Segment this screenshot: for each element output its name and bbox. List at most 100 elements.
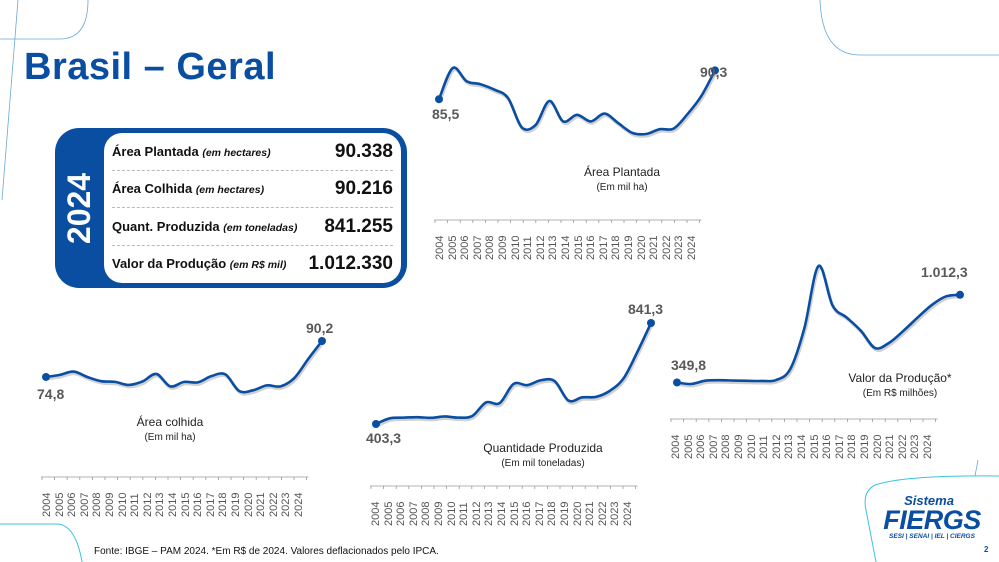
summary-card: 2024 Área Plantada (em hectares) 90.338 …: [55, 128, 407, 288]
x-tick-label: 2007: [708, 425, 721, 465]
x-axis-line: [41, 476, 309, 480]
end-value-label: 90,3: [700, 64, 728, 80]
chart-subtitle: (Em mil toneladas): [501, 458, 585, 469]
chart-subtitle: (Em mil ha): [144, 432, 196, 443]
series-line: [675, 264, 962, 386]
start-value-label: 85,5: [432, 106, 460, 122]
x-axis-line: [670, 418, 938, 422]
logo-line3: SESI | SENAI | IEL | CIERGS: [889, 533, 975, 540]
chart-title: Área colhida: [136, 415, 204, 429]
start-value-label: 403,3: [366, 430, 402, 446]
end-point: [711, 66, 719, 75]
end-value-label: 1.012,3: [921, 264, 968, 280]
x-tick-label: 2005: [683, 425, 696, 465]
x-tick-text: 2013: [783, 434, 796, 459]
x-tick-label: 2024: [922, 425, 935, 465]
x-tick-text: 2004: [670, 434, 682, 459]
x-tick-label: 2016: [821, 425, 834, 465]
end-point: [318, 337, 326, 345]
summary-row-quant-produzida: Quant. Produzida (em toneladas) 841.255: [112, 208, 393, 246]
x-tick-label: 2008: [720, 425, 733, 465]
x-axis-ticks: 2004 2005 2006 2007 2008 2009 2010 2011 2012 2013…: [670, 425, 934, 465]
row-unit: (em R$ mil): [229, 259, 287, 271]
start-point: [42, 372, 50, 381]
x-tick-label: 2017: [834, 425, 847, 465]
x-tick-label: 2010: [746, 425, 759, 465]
series-line: [44, 339, 324, 394]
end-point: [956, 290, 964, 299]
summary-row-area-plantada: Área Plantada (em hectares) 90.338: [112, 133, 393, 171]
x-tick-text: 2019: [858, 434, 871, 459]
x-axis-line: [370, 485, 638, 489]
x-tick-text: 2011: [758, 435, 771, 459]
series-line-shadow: [46, 342, 325, 396]
row-value: 90.216: [334, 177, 393, 199]
end-point: [647, 319, 655, 327]
x-tick-label: 2014: [796, 425, 809, 465]
summary-row-valor-producao: Valor da Produção (em R$ mil) 1.012.330: [112, 245, 393, 282]
x-tick-label: 2023: [909, 425, 922, 465]
x-tick-text: 2010: [745, 434, 758, 459]
x-tick-label: 2018: [846, 425, 859, 465]
end-value-label: 841,3: [628, 301, 664, 317]
series-line-shadow: [376, 324, 654, 428]
x-tick-text: 2015: [808, 434, 821, 459]
row-value: 90.338: [334, 140, 393, 162]
x-tick-label: 2015: [809, 425, 822, 465]
chart-caption: Área Plantada (Em mil ha): [560, 165, 684, 193]
chart-caption: Área colhida (Em mil ha): [110, 415, 230, 443]
row-label: Área Plantada: [112, 144, 199, 159]
x-tick-text: 2014: [795, 434, 808, 459]
x-axis-line: [434, 219, 702, 223]
x-tick-label: 2006: [695, 425, 708, 465]
x-tick-label: 2004: [670, 425, 683, 465]
series-line-shadow: [677, 266, 962, 388]
page-title: Brasil – Geral: [24, 46, 277, 88]
start-value-label: 74,8: [37, 386, 65, 402]
logo-line1: Sistema: [904, 493, 954, 508]
row-value: 1.012.330: [308, 252, 393, 274]
source-footnote: Fonte: IBGE – PAM 2024. *Em R$ de 2024. …: [94, 546, 439, 557]
summary-row-area-colhida: Área Colhida (em hectares) 90.216: [112, 170, 393, 208]
x-tick-label: 2012: [771, 425, 784, 465]
x-tick-text: 2024: [921, 434, 934, 459]
x-tick-text: 2009: [732, 434, 745, 459]
start-point: [673, 378, 681, 387]
row-unit: (em hectares): [202, 147, 271, 159]
chart-caption: Quantidade Produzida (Em mil toneladas): [478, 441, 608, 469]
chart-title: Quantidade Produzida: [483, 441, 603, 455]
x-tick-label: 2021: [884, 425, 897, 465]
chart-caption: Valor da Produção* (Em R$ milhões): [838, 371, 962, 399]
x-tick-text: 2020: [871, 434, 884, 459]
x-tick-text: 2018: [846, 434, 859, 459]
fiergs-logo: Sistema FIERGS SESI | SENAI | IEL | CIER…: [882, 493, 982, 540]
chart-subtitle: (Em R$ milhões): [862, 388, 938, 399]
card-rows: Área Plantada (em hectares) 90.338 Área …: [104, 133, 401, 283]
x-tick-text: 2007: [707, 434, 720, 459]
x-tick-label: 2013: [783, 425, 796, 465]
logo-line2: FIERGS: [883, 505, 981, 535]
end-value-label: 90,2: [306, 320, 334, 336]
x-tick-text: 2023: [909, 434, 922, 459]
series-line: [374, 321, 653, 426]
start-point: [435, 95, 443, 104]
start-value-label: 349,8: [671, 357, 707, 373]
x-tick-label: 2009: [733, 425, 746, 465]
x-tick-label: 2019: [859, 425, 872, 465]
row-label: Quant. Produzida: [112, 219, 220, 234]
x-tick-text: 2008: [720, 434, 733, 459]
row-unit: (em hectares): [195, 184, 265, 196]
x-tick-text: 2022: [896, 434, 909, 459]
x-tick-text: 2005: [682, 434, 695, 459]
x-tick-text: 2017: [833, 434, 846, 459]
x-tick-text: 2012: [770, 434, 783, 459]
